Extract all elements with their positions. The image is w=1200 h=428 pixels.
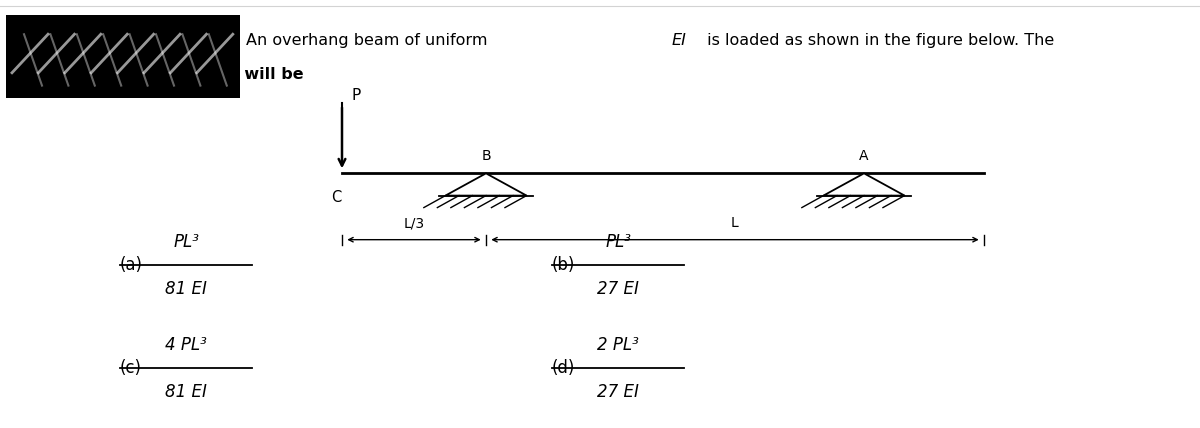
Text: (c): (c) — [120, 359, 142, 377]
Text: A: A — [859, 149, 869, 163]
Bar — [6, 15, 240, 98]
Text: (d): (d) — [552, 359, 575, 377]
Text: PL³: PL³ — [173, 233, 199, 251]
Text: PL³: PL³ — [605, 233, 631, 251]
Text: 81 EI: 81 EI — [166, 383, 206, 401]
Polygon shape — [445, 173, 527, 196]
Polygon shape — [823, 173, 905, 196]
Text: 2 PL³: 2 PL³ — [598, 336, 638, 354]
Text: 27 EI: 27 EI — [598, 383, 638, 401]
Text: deflection at the free end will be: deflection at the free end will be — [6, 67, 304, 83]
Text: L/3: L/3 — [403, 216, 425, 230]
Text: EI: EI — [672, 33, 686, 48]
Text: 27 EI: 27 EI — [598, 280, 638, 298]
Text: L: L — [731, 216, 739, 230]
Text: is loaded as shown in the figure below. The: is loaded as shown in the figure below. … — [702, 33, 1055, 48]
Text: (b): (b) — [552, 256, 575, 274]
Text: P: P — [352, 88, 361, 103]
Text: C: C — [331, 190, 341, 205]
Text: (a): (a) — [120, 256, 143, 274]
Text: An overhang beam of uniform: An overhang beam of uniform — [246, 33, 493, 48]
Text: B: B — [481, 149, 491, 163]
Text: 4 PL³: 4 PL³ — [166, 336, 206, 354]
Text: 81 EI: 81 EI — [166, 280, 206, 298]
